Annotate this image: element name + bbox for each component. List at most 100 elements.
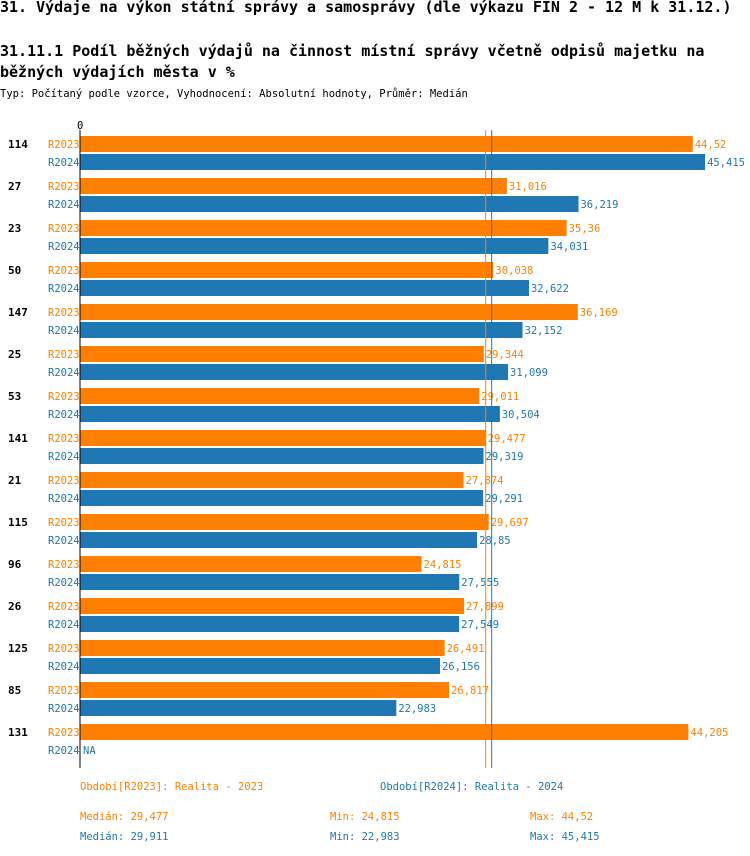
data-label-R2024-21: 29,291 [485, 493, 523, 505]
data-label-R2023-125: 26,491 [447, 643, 485, 655]
data-label-R2023-131: 44,205 [690, 727, 728, 739]
series-tag-R2023-23: R2023 [48, 223, 80, 235]
data-label-R2024-23: 34,031 [550, 241, 588, 253]
data-label-R2024-25: 31,099 [510, 367, 548, 379]
data-label-R2023-85: 26,817 [451, 685, 489, 697]
category-label-50: 50 [8, 264, 21, 277]
series-tag-R2023-147: R2023 [48, 307, 80, 319]
series-tag-R2023-125: R2023 [48, 643, 80, 655]
category-label-96: 96 [8, 558, 22, 571]
data-label-R2024-147: 32,152 [525, 325, 563, 337]
data-label-R2024-50: 32,622 [531, 283, 569, 295]
data-label-R2023-114: 44,52 [695, 139, 727, 151]
series-tag-R2024-25: R2024 [48, 367, 80, 379]
series-tag-R2023-131: R2023 [48, 727, 80, 739]
data-label-R2024-27: 36,219 [580, 199, 618, 211]
data-label-R2023-23: 35,36 [569, 223, 601, 235]
data-label-R2024-85: 22,983 [398, 703, 436, 715]
data-label-R2023-141: 29,477 [488, 433, 526, 445]
stat-median-r2024: Medián: 29,911 [80, 831, 169, 843]
series-tag-R2023-96: R2023 [48, 559, 80, 571]
data-label-R2023-96: 24,815 [424, 559, 462, 571]
category-label-125: 125 [8, 642, 28, 655]
bar-R2024-141 [80, 448, 484, 464]
bar-R2023-53 [80, 388, 480, 404]
bar-R2024-115 [80, 532, 478, 548]
category-label-114: 114 [8, 138, 28, 151]
series-tag-R2023-21: R2023 [48, 475, 80, 487]
bar-R2024-26 [80, 616, 460, 632]
bar-chart: 0 114 R2023 44,52 R2024 45,415 27 R2023 31,016 R2… [8, 120, 745, 768]
series-tag-R2024-131: R2024 [48, 745, 80, 757]
category-label-85: 85 [8, 684, 21, 697]
series-tag-R2023-141: R2023 [48, 433, 80, 445]
bar-R2024-96 [80, 574, 460, 590]
category-label-26: 26 [8, 600, 22, 613]
series-tag-R2023-114: R2023 [48, 139, 80, 151]
series-tag-R2024-23: R2024 [48, 241, 80, 253]
bar-R2024-114 [80, 154, 706, 170]
stat-min-r2024: Min: 22,983 [330, 831, 400, 843]
data-label-R2024-115: 28,85 [479, 535, 511, 547]
stat-median-r2023: Medián: 29,477 [80, 811, 169, 823]
stat-max-r2023: Max: 44,52 [530, 811, 594, 823]
bar-R2023-26 [80, 598, 464, 614]
bar-R2023-23 [80, 220, 567, 236]
series-tag-R2024-26: R2024 [48, 619, 80, 631]
category-label-25: 25 [8, 348, 21, 361]
bar-R2024-25 [80, 364, 509, 380]
bar-R2024-85 [80, 700, 397, 716]
data-label-R2023-26: 27,899 [466, 601, 504, 613]
series-tag-R2023-27: R2023 [48, 181, 80, 193]
data-label-R2024-141: 29,319 [486, 451, 524, 463]
series-tag-R2023-85: R2023 [48, 685, 80, 697]
data-label-R2023-53: 29,011 [481, 391, 519, 403]
series-tag-R2023-26: R2023 [48, 601, 80, 613]
category-label-141: 141 [8, 432, 28, 445]
axis-zero-label: 0 [77, 120, 83, 132]
bar-R2024-50 [80, 280, 529, 296]
legend-r2023: Období[R2023]: Realita - 2023 [80, 781, 264, 793]
bar-R2024-125 [80, 658, 440, 674]
category-label-27: 27 [8, 180, 21, 193]
series-tag-R2024-53: R2024 [48, 409, 80, 421]
data-label-R2024-125: 26,156 [442, 661, 480, 673]
series-tag-R2024-27: R2024 [48, 199, 80, 211]
data-label-R2024-96: 27,555 [461, 577, 499, 589]
series-tag-R2024-115: R2024 [48, 535, 80, 547]
data-label-R2024-53: 30,504 [502, 409, 540, 421]
chart-type-line: Typ: Počítaný podle vzorce, Vyhodnocení:… [0, 88, 468, 100]
category-label-53: 53 [8, 390, 21, 403]
data-label-R2023-21: 27,874 [466, 475, 504, 487]
category-label-23: 23 [8, 222, 21, 235]
bar-R2023-141 [80, 430, 486, 446]
series-tag-R2023-53: R2023 [48, 391, 80, 403]
bar-R2024-23 [80, 238, 549, 254]
data-label-R2024-131: NA [83, 745, 96, 757]
series-tag-R2024-21: R2024 [48, 493, 80, 505]
stat-max-r2024: Max: 45,415 [530, 831, 600, 843]
bar-R2023-96 [80, 556, 422, 572]
bar-R2023-27 [80, 178, 507, 194]
series-tag-R2024-50: R2024 [48, 283, 80, 295]
series-tag-R2024-85: R2024 [48, 703, 80, 715]
category-label-115: 115 [8, 516, 28, 529]
series-tag-R2024-147: R2024 [48, 325, 80, 337]
category-label-21: 21 [8, 474, 22, 487]
bar-R2023-21 [80, 472, 464, 488]
data-label-R2023-50: 30,038 [495, 265, 533, 277]
bar-R2024-21 [80, 490, 484, 506]
bar-R2023-115 [80, 514, 489, 530]
bar-R2023-125 [80, 640, 445, 656]
series-tag-R2023-25: R2023 [48, 349, 80, 361]
bar-R2023-50 [80, 262, 494, 278]
data-label-R2024-26: 27,549 [461, 619, 499, 631]
category-label-131: 131 [8, 726, 28, 739]
series-tag-R2023-115: R2023 [48, 517, 80, 529]
stat-min-r2023: Min: 24,815 [330, 811, 400, 823]
bar-R2023-114 [80, 136, 693, 152]
chart-subtitle: 31.11.1 Podíl běžných výdajů na činnost … [0, 42, 705, 81]
bar-R2023-131 [80, 724, 689, 740]
series-tag-R2023-50: R2023 [48, 265, 80, 277]
data-label-R2024-114: 45,415 [707, 157, 745, 169]
